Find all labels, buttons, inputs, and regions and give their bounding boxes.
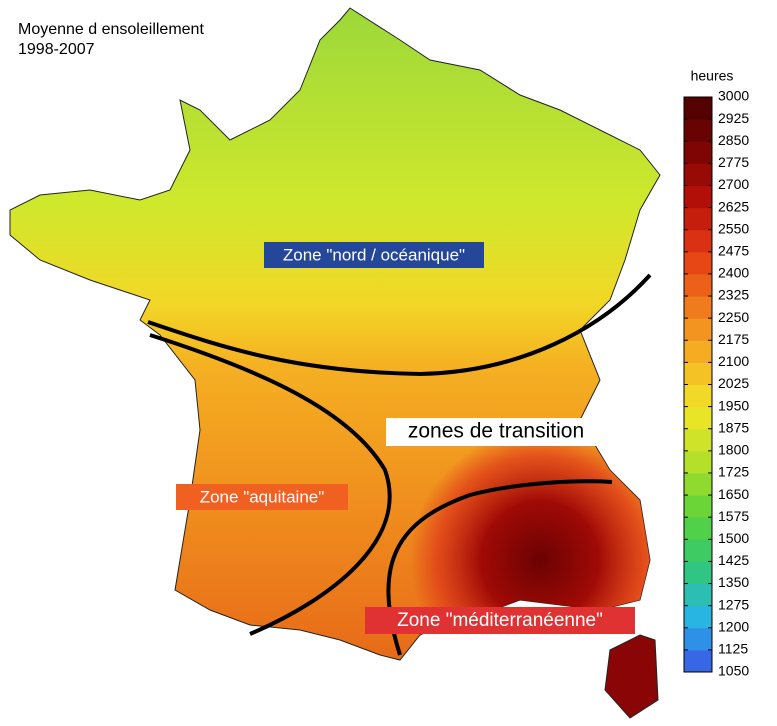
colorbar-segment	[684, 318, 712, 341]
zone-boundaries	[147, 273, 652, 656]
colorbar-tick-label: 2325	[718, 287, 749, 303]
colorbar-segment	[684, 605, 712, 629]
zone-label-box	[176, 484, 348, 510]
colorbar-tick-label: 1050	[718, 663, 749, 679]
colorbar-tick-label: 2775	[718, 154, 749, 170]
colorbar-tick-label: 2025	[718, 375, 749, 391]
colorbar-tick-label: 1425	[718, 552, 749, 568]
colorbar-segment	[684, 296, 712, 319]
colorbar-tick-label: 1650	[718, 486, 749, 502]
colorbar-tick-label: 1575	[718, 508, 749, 524]
colorbar-segment	[684, 450, 712, 474]
colorbar-segment	[684, 362, 712, 385]
colorbar-label: heures	[691, 68, 734, 84]
colorbar-segment	[684, 517, 712, 540]
colorbar-segment	[684, 340, 712, 363]
corsica	[604, 634, 659, 719]
colorbar-segment	[684, 495, 712, 518]
colorbar-tick-label: 1200	[718, 618, 749, 634]
colorbar-segment	[684, 583, 712, 607]
colorbar-segment	[684, 229, 712, 253]
colorbar: 1050 1125 1200 1275 1350 1425 1500 1575 1650 1725…	[683, 88, 749, 679]
colorbar-tick-label: 2475	[718, 243, 749, 259]
colorbar-tick-label: 1125	[718, 641, 748, 657]
colorbar-segment	[684, 273, 712, 297]
zone-label: Zone "aquitaine"	[200, 487, 325, 506]
colorbar-segment	[684, 207, 712, 231]
colorbar-tick-label: 2250	[718, 309, 749, 325]
zone-label-box	[264, 242, 484, 268]
colorbar-tick-label: 1875	[718, 419, 749, 435]
colorbar-segment	[684, 472, 712, 496]
colorbar-segment	[684, 163, 712, 186]
colorbar-tick-label: 1725	[718, 464, 749, 480]
colorbar-tick-label: 2400	[718, 265, 749, 281]
zone-label: Zone "nord / océanique"	[283, 245, 465, 264]
colorbar-tick-label: 1350	[718, 574, 749, 590]
colorbar-segment	[684, 185, 712, 209]
colorbar-tick-label: 2100	[718, 353, 749, 369]
title-line: 1998-2007	[18, 41, 95, 58]
colorbar-segment	[684, 627, 712, 651]
zone-label: Zone "méditerranéenne"	[397, 610, 603, 631]
colorbar-segment	[684, 561, 712, 585]
zone-label-box	[365, 607, 635, 634]
colorbar-segment	[684, 649, 712, 673]
colorbar-tick-label: 3000	[718, 88, 749, 104]
colorbar-segment	[684, 406, 712, 430]
colorbar-segment	[684, 428, 712, 452]
colorbar-segment	[684, 251, 712, 275]
colorbar-segment	[684, 141, 712, 164]
colorbar-segment	[684, 539, 712, 562]
colorbar-tick-label: 2850	[718, 132, 749, 148]
colorbar-tick-label: 2625	[718, 198, 749, 214]
title-line: Moyenne d ensoleillement	[18, 21, 204, 38]
colorbar-tick-label: 2550	[718, 220, 749, 236]
colorbar-tick-label: 2925	[718, 110, 749, 126]
colorbar-segment	[684, 384, 712, 408]
colorbar-tick-label: 1950	[718, 397, 749, 413]
colorbar-tick-label: 1500	[718, 530, 749, 546]
colorbar-segment	[684, 119, 712, 142]
colorbar-segment	[684, 97, 712, 120]
zone-label-box	[386, 418, 606, 446]
colorbar-tick-label: 2175	[718, 331, 749, 347]
colorbar-tick-label: 2700	[718, 176, 749, 192]
colorbar-tick-label: 1275	[718, 596, 749, 612]
zone-label: zones de transition	[408, 420, 584, 443]
colorbar-tick-label: 1800	[718, 442, 749, 458]
